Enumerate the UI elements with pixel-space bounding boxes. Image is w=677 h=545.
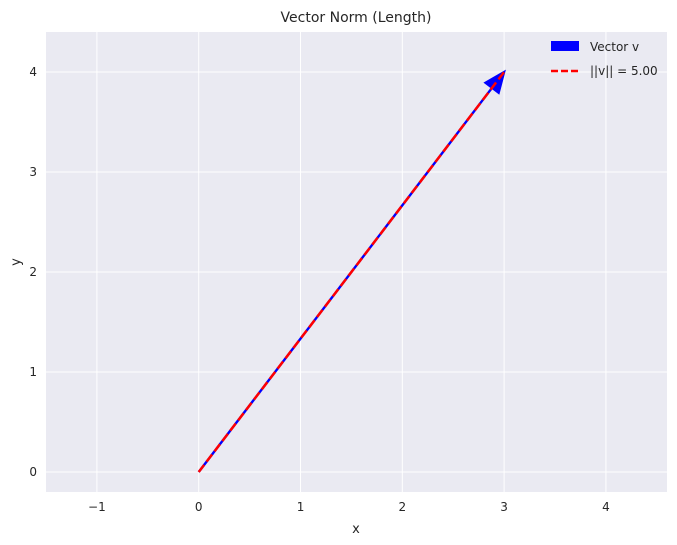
x-tick-label: 2 bbox=[398, 500, 406, 514]
y-tick-label: 1 bbox=[29, 365, 37, 379]
x-axis-label: x bbox=[352, 522, 360, 537]
y-tick-labels: 0 1 2 3 4 bbox=[29, 65, 37, 479]
x-tick-label: 0 bbox=[195, 500, 203, 514]
norm-dashed-line bbox=[197, 71, 506, 473]
legend-label-vector: Vector v bbox=[590, 40, 639, 54]
x-tick-label: −1 bbox=[88, 500, 106, 514]
y-tick-label: 2 bbox=[29, 265, 37, 279]
legend-label-norm: ||v|| = 5.00 bbox=[590, 64, 658, 78]
x-tick-labels: −1 0 1 2 3 4 bbox=[88, 500, 610, 514]
grid bbox=[46, 32, 667, 492]
legend: Vector v ||v|| = 5.00 bbox=[551, 40, 658, 78]
chart-title: Vector Norm (Length) bbox=[281, 10, 432, 26]
legend-swatch-vector bbox=[551, 41, 579, 51]
plot-background bbox=[46, 32, 667, 492]
y-axis-label: y bbox=[9, 258, 24, 266]
y-tick-label: 3 bbox=[29, 165, 37, 179]
x-tick-label: 3 bbox=[500, 500, 508, 514]
y-tick-label: 4 bbox=[29, 65, 37, 79]
x-tick-label: 4 bbox=[602, 500, 610, 514]
data-marks bbox=[197, 69, 506, 473]
x-tick-label: 1 bbox=[297, 500, 305, 514]
y-tick-label: 0 bbox=[29, 465, 37, 479]
